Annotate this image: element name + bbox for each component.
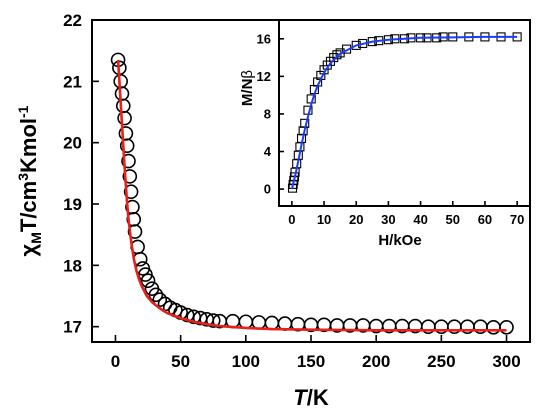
inset-x-tick-label: 40	[413, 212, 427, 227]
main-y-tick-label: 20	[63, 134, 82, 153]
main-data-point	[148, 287, 164, 303]
inset-data-point	[329, 53, 339, 63]
main-data-point	[251, 315, 267, 330]
main-x-tick-label: 150	[297, 352, 325, 371]
main-x-tick-label: 200	[362, 352, 390, 371]
main-data-point	[127, 224, 143, 239]
inset-x-tick-label: 70	[510, 212, 524, 227]
main-y-tick-label: 19	[63, 195, 82, 214]
inset-y-axis-title: M/Nβ	[239, 70, 256, 107]
inset-y-tick-label: 4	[264, 144, 272, 159]
main-x-tick-label: 0	[111, 352, 120, 371]
inset-fit-curve	[290, 35, 518, 190]
main-x-tick-label: 250	[427, 352, 455, 371]
main-y-axis-title: χMT/cm3Kmol-1	[15, 105, 44, 256]
inset-plot-marks	[287, 32, 522, 193]
main-data-point	[205, 313, 221, 328]
main-y-tick-label: 21	[63, 72, 82, 91]
inset-axis-ticks: 0 10 20 30 40 50 60 70 0 4 8 12 16	[257, 31, 525, 227]
main-x-axis-title: T/K	[293, 385, 329, 410]
main-data-point	[115, 98, 131, 114]
main-data-point	[114, 86, 130, 101]
inset-data-point	[332, 50, 342, 60]
inset-x-tick-label: 50	[446, 212, 460, 227]
main-x-tick-label: 100	[232, 352, 260, 371]
inset-y-tick-label: 0	[264, 182, 271, 197]
inset-x-tick-label: 20	[349, 212, 363, 227]
main-data-point	[140, 273, 156, 288]
main-plot-marks	[110, 52, 514, 335]
inset-x-tick-label: 30	[381, 212, 395, 227]
inset-chart: 0 10 20 30 40 50 60 70 0 4 8 12 16 H/kOe M/Nβ	[239, 19, 531, 249]
main-data-point	[122, 169, 138, 184]
main-data-point	[123, 184, 139, 200]
inset-y-tick-label: 12	[257, 69, 271, 84]
main-data-point	[121, 153, 136, 169]
inset-x-tick-label: 10	[317, 212, 331, 227]
main-x-tick-label: 50	[171, 352, 190, 371]
main-y-tick-label: 22	[63, 11, 82, 30]
inset-background	[279, 20, 530, 206]
inset-x-axis-title: H/kOe	[378, 232, 421, 249]
main-data-point	[486, 319, 501, 335]
main-data-point	[499, 319, 514, 335]
main-x-tick-label: 300	[492, 352, 520, 371]
main-data-point	[119, 138, 135, 154]
main-y-tick-label: 17	[63, 318, 82, 337]
inset-x-tick-label: 60	[478, 212, 492, 227]
inset-plot-frame	[278, 19, 531, 207]
inset-y-tick-label: 8	[264, 106, 271, 121]
main-y-tick-label: 18	[63, 256, 82, 275]
main-data-point	[117, 110, 132, 126]
inset-x-tick-label: 0	[288, 212, 295, 227]
main-fit-curve	[116, 59, 507, 332]
inset-y-tick-label: 16	[257, 31, 271, 46]
main-data-point	[264, 315, 280, 331]
main-data-point	[152, 292, 168, 307]
